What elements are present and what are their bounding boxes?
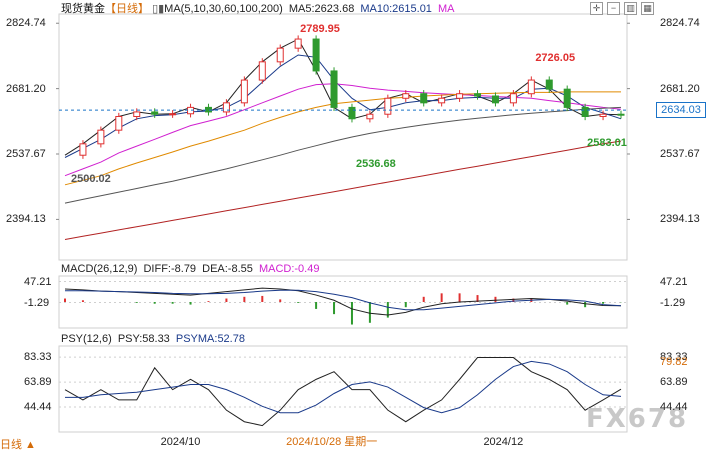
macd-dea-line <box>65 289 622 311</box>
candle-body <box>491 95 499 104</box>
ma-line-ma30 <box>64 83 622 177</box>
macd-title: MACD(26,12,9) <box>61 263 138 275</box>
price-axis-label-right: 2824.74 <box>660 17 700 30</box>
candle-body <box>545 79 553 90</box>
candle-body <box>240 79 248 104</box>
psy-marker-label: 79.82 <box>660 355 688 368</box>
macd-diff-value: DIFF:-8.79 <box>143 263 197 275</box>
price-axis-label-left: 2537.67 <box>6 148 46 160</box>
price-panel-frame <box>58 13 628 261</box>
macd-axis-label-right: -1.29 <box>660 296 686 309</box>
ma10-value: MA10:2615.01 <box>360 3 432 15</box>
minus-icon[interactable]: − <box>607 2 620 15</box>
macd-axis-label-left: 47.21 <box>24 275 52 288</box>
annotation-label: 2789.95 <box>300 23 340 36</box>
candle-body <box>151 111 159 115</box>
settings-icon[interactable]: ▦ <box>641 2 654 15</box>
psy-line <box>64 357 622 427</box>
psy-header: PSY(12,6) PSY:58.33 PSYMA:52.78 <box>61 332 245 346</box>
macd-macd-value: MACD:-0.49 <box>258 263 320 275</box>
x-axis-label: 2024/10 <box>160 436 201 448</box>
x-axis-label: 2024/12 <box>483 436 524 448</box>
candle-body <box>563 88 571 108</box>
candle-body <box>438 97 446 104</box>
psy-title: PSY(12,6) <box>61 333 112 345</box>
candle-body <box>599 113 607 117</box>
period-label[interactable]: 【日线】 <box>105 3 149 15</box>
macd-axis-label-right: 47.21 <box>660 275 688 288</box>
candle-body <box>312 38 320 72</box>
chart-header: 现货黄金【日线】 ▯▮MA(5,10,30,60,100,200) MA5:26… <box>61 2 455 16</box>
candle-body <box>509 93 517 104</box>
candle-body <box>420 93 428 104</box>
candle-icon: ▯▮ <box>152 3 165 15</box>
macd-axis-label-left: -1.29 <box>24 296 50 309</box>
symbol-name: 现货黄金 <box>61 3 105 15</box>
ma-title: MA(5,10,30,60,100,200) <box>164 3 283 15</box>
candle-body <box>222 102 230 113</box>
macd-panel-frame <box>58 275 628 329</box>
psy-axis-label-left: 63.89 <box>24 376 52 389</box>
ma-line-ma200 <box>64 140 622 240</box>
ma-line-ma100 <box>64 106 622 204</box>
current-price-tag: 2634.03 <box>656 102 706 119</box>
macd-header: MACD(26,12,9) DIFF:-8.79 DEA:-8.55 MACD:… <box>61 262 319 276</box>
annotation-label: 2500.02 <box>71 173 111 186</box>
psy-axis-label-left: 44.44 <box>24 401 52 414</box>
candle-body <box>456 93 464 99</box>
psy-axis-label-right: 63.89 <box>660 376 688 389</box>
price-axis-label-left: 2681.20 <box>6 82 46 95</box>
candle-body <box>617 113 625 116</box>
psy-axis-label-right: 83.33 <box>660 351 688 364</box>
candle-body <box>294 38 302 49</box>
candle-body <box>581 106 589 117</box>
candle-body <box>527 79 535 95</box>
candle-body <box>348 106 356 120</box>
candle-body <box>115 116 123 131</box>
candle-body <box>384 97 392 115</box>
candle-body <box>366 113 374 120</box>
period-tab[interactable]: 日线 ▲ <box>0 439 36 451</box>
candle-body <box>402 93 410 99</box>
candle-body <box>330 70 338 108</box>
psy-axis-label-right: 44.44 <box>660 401 688 414</box>
price-axis-label-right: 2394.13 <box>660 213 700 226</box>
macd-diff-line <box>64 287 622 316</box>
watermark-logo: FX678 <box>586 404 689 434</box>
annotation-label: 2726.05 <box>535 52 576 65</box>
price-axis-label-left: 2824.74 <box>6 17 46 30</box>
bar-chart-icon[interactable]: ▥ <box>624 2 637 15</box>
x-axis-label: 2024/10/28 星期一 <box>286 436 378 448</box>
price-axis-label-right: 2681.20 <box>660 82 700 95</box>
candle-body <box>97 129 105 145</box>
candle-body <box>169 113 177 116</box>
price-axis-label-right: 2537.67 <box>660 148 700 160</box>
price-axis-label-left: 2394.13 <box>6 213 46 226</box>
annotation-label: 2583.01 <box>587 137 627 150</box>
psy-axis-label-left: 83.33 <box>24 351 52 364</box>
candle-body <box>258 61 266 81</box>
psy-value: PSY:58.33 <box>117 333 170 345</box>
crosshair-icon[interactable]: ✛ <box>590 2 603 15</box>
ma5-value: MA5:2623.68 <box>288 3 355 15</box>
candle-body <box>276 47 284 63</box>
ma-extra: MA <box>438 3 455 15</box>
ma-line-ma60 <box>64 91 621 186</box>
macd-dea-value: DEA:-8.55 <box>202 263 253 275</box>
candle-body <box>79 143 87 156</box>
candle-body <box>133 111 141 117</box>
candle-body <box>474 93 482 97</box>
psy-panel-frame <box>58 345 628 433</box>
psyma-line <box>65 360 622 414</box>
annotation-label: 2536.68 <box>355 158 396 171</box>
psyma-value: PSYMA:52.78 <box>175 333 245 345</box>
